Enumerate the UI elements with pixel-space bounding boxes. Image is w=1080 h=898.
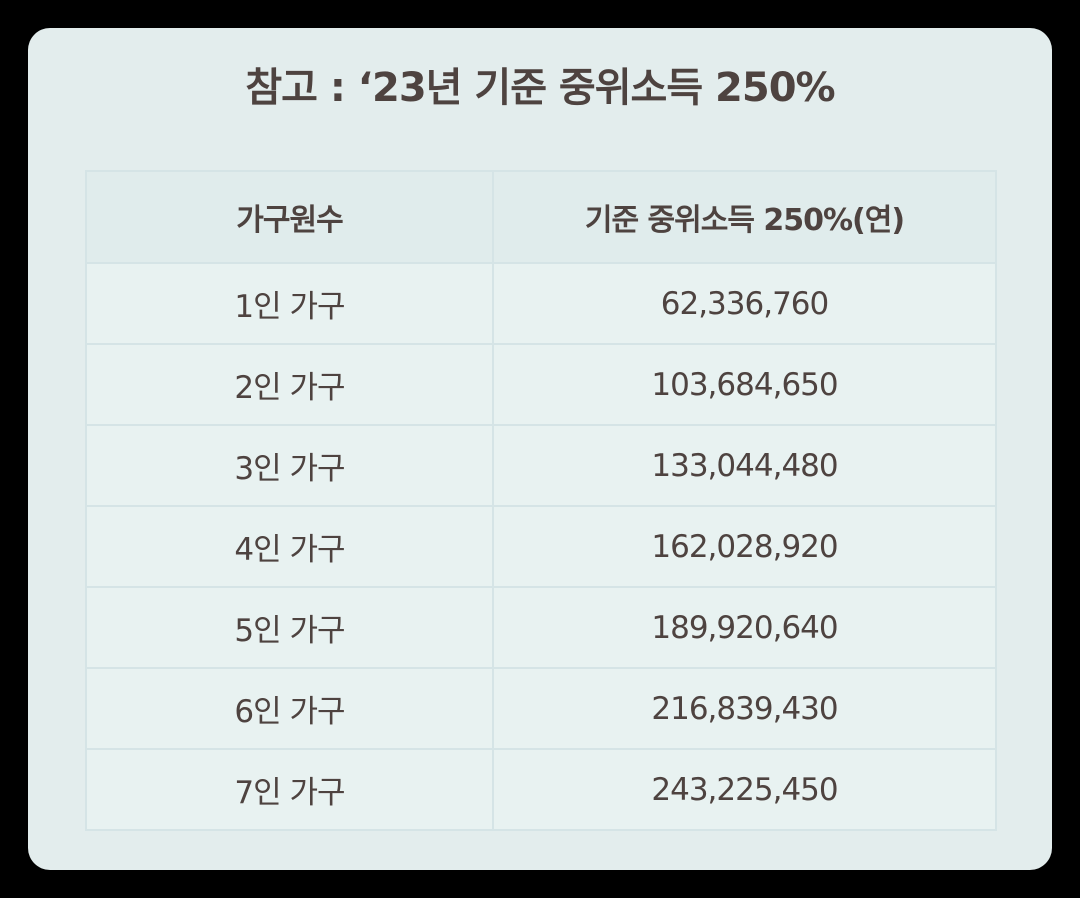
header-median-income: 기준 중위소득 250%(연) bbox=[492, 170, 997, 264]
table-row: 2인 가구 103,684,650 bbox=[85, 343, 997, 426]
table-row: 4인 가구 162,028,920 bbox=[85, 505, 997, 588]
table-row: 7인 가구 243,225,450 bbox=[85, 748, 997, 831]
income-table: 가구원수 기준 중위소득 250%(연) 1인 가구 62,336,760 2인… bbox=[85, 170, 997, 831]
income-value-cell: 162,028,920 bbox=[492, 505, 997, 588]
income-value-cell: 103,684,650 bbox=[492, 343, 997, 426]
income-value-cell: 216,839,430 bbox=[492, 667, 997, 750]
household-size-cell: 4인 가구 bbox=[85, 505, 494, 588]
household-size-cell: 6인 가구 bbox=[85, 667, 494, 750]
header-household-size: 가구원수 bbox=[85, 170, 494, 264]
table-row: 6인 가구 216,839,430 bbox=[85, 667, 997, 750]
table-row: 3인 가구 133,044,480 bbox=[85, 424, 997, 507]
income-value-cell: 62,336,760 bbox=[492, 262, 997, 345]
household-size-cell: 5인 가구 bbox=[85, 586, 494, 669]
page-title: 참고 : ‘23년 기준 중위소득 250% bbox=[245, 65, 835, 111]
household-size-cell: 3인 가구 bbox=[85, 424, 494, 507]
table-row: 5인 가구 189,920,640 bbox=[85, 586, 997, 669]
household-size-cell: 1인 가구 bbox=[85, 262, 494, 345]
table-header-row: 가구원수 기준 중위소득 250%(연) bbox=[85, 170, 997, 264]
income-value-cell: 189,920,640 bbox=[492, 586, 997, 669]
income-value-cell: 133,044,480 bbox=[492, 424, 997, 507]
income-value-cell: 243,225,450 bbox=[492, 748, 997, 831]
table-row: 1인 가구 62,336,760 bbox=[85, 262, 997, 345]
household-size-cell: 2인 가구 bbox=[85, 343, 494, 426]
household-size-cell: 7인 가구 bbox=[85, 748, 494, 831]
